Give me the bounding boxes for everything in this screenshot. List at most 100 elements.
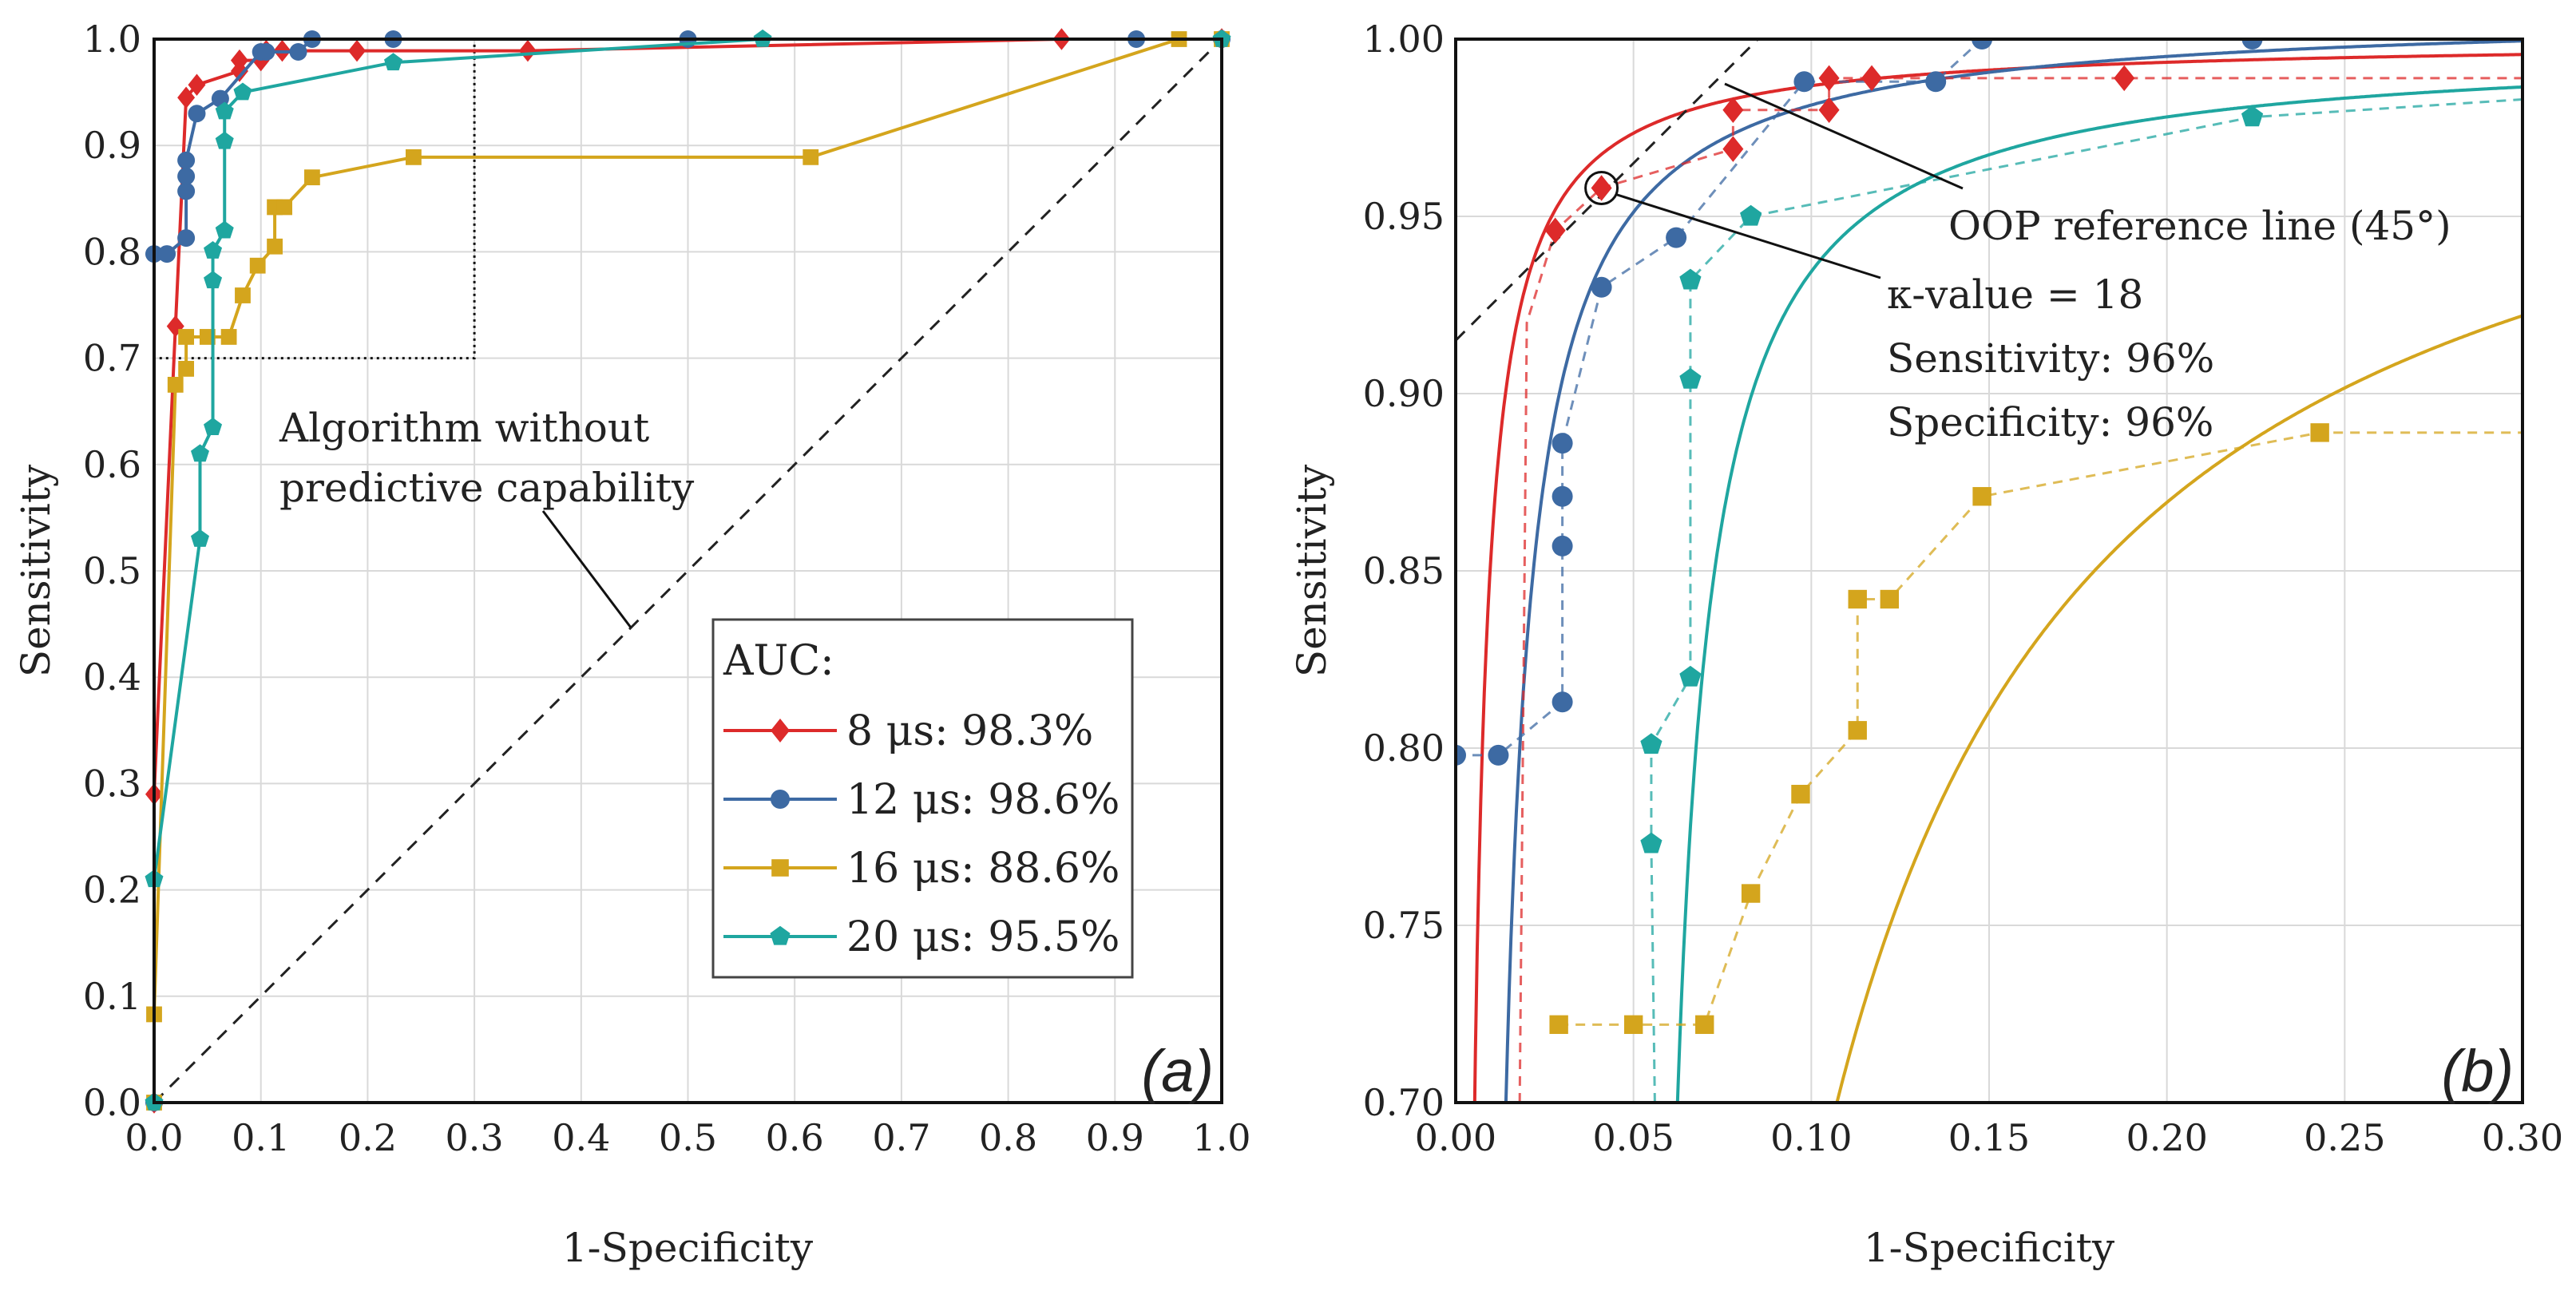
y-tick-label: 0.7 — [83, 337, 141, 380]
data-point-s16 — [1741, 884, 1761, 903]
data-point-s12 — [289, 42, 307, 61]
panel-b-frame — [1454, 38, 2524, 1104]
data-point-s12 — [1666, 227, 1687, 248]
y-tick-label: 0.0 — [83, 1081, 141, 1124]
data-point-s12 — [158, 245, 176, 263]
panel-a-annotation-line1: Algorithm without — [279, 405, 649, 451]
x-tick-label: 0.05 — [1592, 1116, 1674, 1159]
y-tick-label: 0.6 — [83, 443, 141, 486]
legend-label-s12: 12 μs: 98.6% — [846, 776, 1120, 824]
panel-b-fit-curves — [1472, 39, 2522, 1103]
panel-b-oop-label: OOP reference line (45°) — [1948, 203, 2451, 249]
data-point-s12 — [257, 42, 275, 61]
x-tick-label: 0.1 — [232, 1116, 290, 1159]
panel-b-kappa-label: κ-value = 18 — [1887, 271, 2143, 318]
panel-b-kappa-leader — [1615, 193, 1881, 279]
data-point-s20 — [190, 529, 209, 547]
panel-b-optimum-marker — [1584, 170, 1619, 205]
data-point-s8 — [188, 73, 206, 97]
data-point-s16 — [1848, 589, 1867, 609]
data-point-s20 — [383, 53, 402, 71]
data-point-s20 — [1640, 733, 1663, 754]
series-line-s8 — [153, 38, 1222, 1103]
x-tick-label: 0.10 — [1770, 1116, 1852, 1159]
data-point-s12 — [1591, 276, 1612, 298]
data-point-s8 — [1818, 65, 1840, 92]
data-point-s12 — [177, 151, 196, 169]
legend-label-s20: 20 μs: 95.5% — [846, 913, 1120, 961]
y-tick-label: 0.80 — [1363, 727, 1445, 770]
data-point-s16 — [249, 257, 266, 274]
data-point-s20 — [204, 418, 223, 435]
x-tick-label: 0.20 — [2126, 1116, 2207, 1159]
data-point-s20 — [204, 240, 223, 259]
x-tick-label: 0.0 — [125, 1116, 183, 1159]
legend-title: AUC: — [723, 637, 834, 685]
data-point-s16 — [1972, 487, 1991, 506]
data-point-s8 — [518, 39, 537, 62]
y-tick-label: 0.95 — [1363, 195, 1445, 238]
x-tick-label: 0.7 — [872, 1116, 930, 1159]
y-tick-label: 0.70 — [1363, 1081, 1445, 1124]
data-point-s8 — [1722, 97, 1744, 124]
data-point-s20 — [1679, 268, 1702, 290]
x-tick-label: 0.6 — [766, 1116, 824, 1159]
data-point-s16 — [1695, 1015, 1714, 1035]
y-tick-label: 0.5 — [83, 549, 141, 592]
data-point-s12 — [177, 167, 196, 185]
legend-marker-s8 — [771, 719, 790, 743]
data-point-s16 — [167, 377, 184, 393]
data-point-s20 — [233, 82, 252, 101]
x-tick-label: 0.8 — [979, 1116, 1037, 1159]
data-point-s20 — [2241, 105, 2264, 127]
data-point-s12 — [1972, 39, 1993, 50]
x-tick-label: 0.25 — [2304, 1116, 2385, 1159]
data-point-s16 — [405, 149, 422, 165]
data-point-s16 — [1549, 1015, 1568, 1035]
legend: AUC: 8 μs: 98.3% 12 μs: 98.6% 16 μs: 88.6%… — [711, 618, 1134, 979]
panel-b-sensitivity-label: Sensitivity: 96% — [1887, 335, 2214, 382]
panel-b-roc-zoom: 0.00 0.05 0.10 0.15 0.20 0.25 0.30 0.70 0.75 0.80… — [1289, 18, 2563, 1271]
empirical-curve-s20 — [1650, 97, 2522, 1103]
data-point-s12 — [1552, 691, 1573, 713]
x-tick-label: 0.15 — [1948, 1116, 2030, 1159]
data-point-s20 — [190, 444, 209, 462]
y-tick-label: 1.0 — [83, 18, 141, 61]
data-point-s16 — [267, 238, 283, 255]
data-point-s16 — [178, 361, 195, 377]
data-point-s8 — [1818, 97, 1840, 124]
data-point-s20 — [1740, 204, 1762, 226]
fit-curve-s8 — [1472, 53, 2522, 1103]
data-point-s12 — [1488, 744, 1509, 766]
data-point-s20 — [215, 220, 234, 239]
data-point-s16 — [1623, 1015, 1643, 1035]
data-point-s8 — [2114, 65, 2135, 92]
data-point-s20 — [215, 131, 234, 149]
fit-curve-s12 — [1504, 39, 2522, 1103]
data-point-s16 — [303, 169, 320, 186]
legend-label-s8: 8 μs: 98.3% — [846, 707, 1093, 755]
panel-a-series — [145, 28, 1231, 1114]
x-tick-label: 1.0 — [1192, 1116, 1250, 1159]
panel-b-plot-area — [1456, 39, 2522, 1103]
data-point-s16 — [1848, 721, 1867, 740]
legend-marker-s16 — [771, 859, 789, 877]
panel-a-xlabel: 1-Specificity — [562, 1225, 814, 1271]
legend-items: 8 μs: 98.3% 12 μs: 98.6% 16 μs: 88.6% 20 μs… — [723, 707, 1120, 961]
data-point-s12 — [1552, 433, 1573, 454]
data-point-s20 — [1679, 367, 1702, 389]
y-tick-label: 0.85 — [1363, 549, 1445, 592]
panel-b-oop-leader — [1724, 82, 1964, 190]
legend-label-s16: 16 μs: 88.6% — [846, 845, 1120, 893]
y-tick-label: 1.00 — [1363, 18, 1445, 61]
data-point-s12 — [1456, 744, 1466, 766]
panel-a-roc-full: 0.0 0.1 0.2 0.3 0.4 0.5 0.6 0.7 0.8 0.9 1.0 0.0 0.1 0… — [13, 18, 1251, 1271]
data-point-s20 — [215, 101, 234, 120]
fit-curve-s16 — [1835, 314, 2522, 1103]
panel-a-reference-line — [153, 38, 1223, 1104]
empirical-curve-s16 — [1559, 431, 2522, 1026]
data-point-s20 — [204, 271, 223, 289]
panel-b-xlabel: 1-Specificity — [1864, 1225, 2115, 1271]
x-tick-label: 0.30 — [2482, 1116, 2563, 1159]
